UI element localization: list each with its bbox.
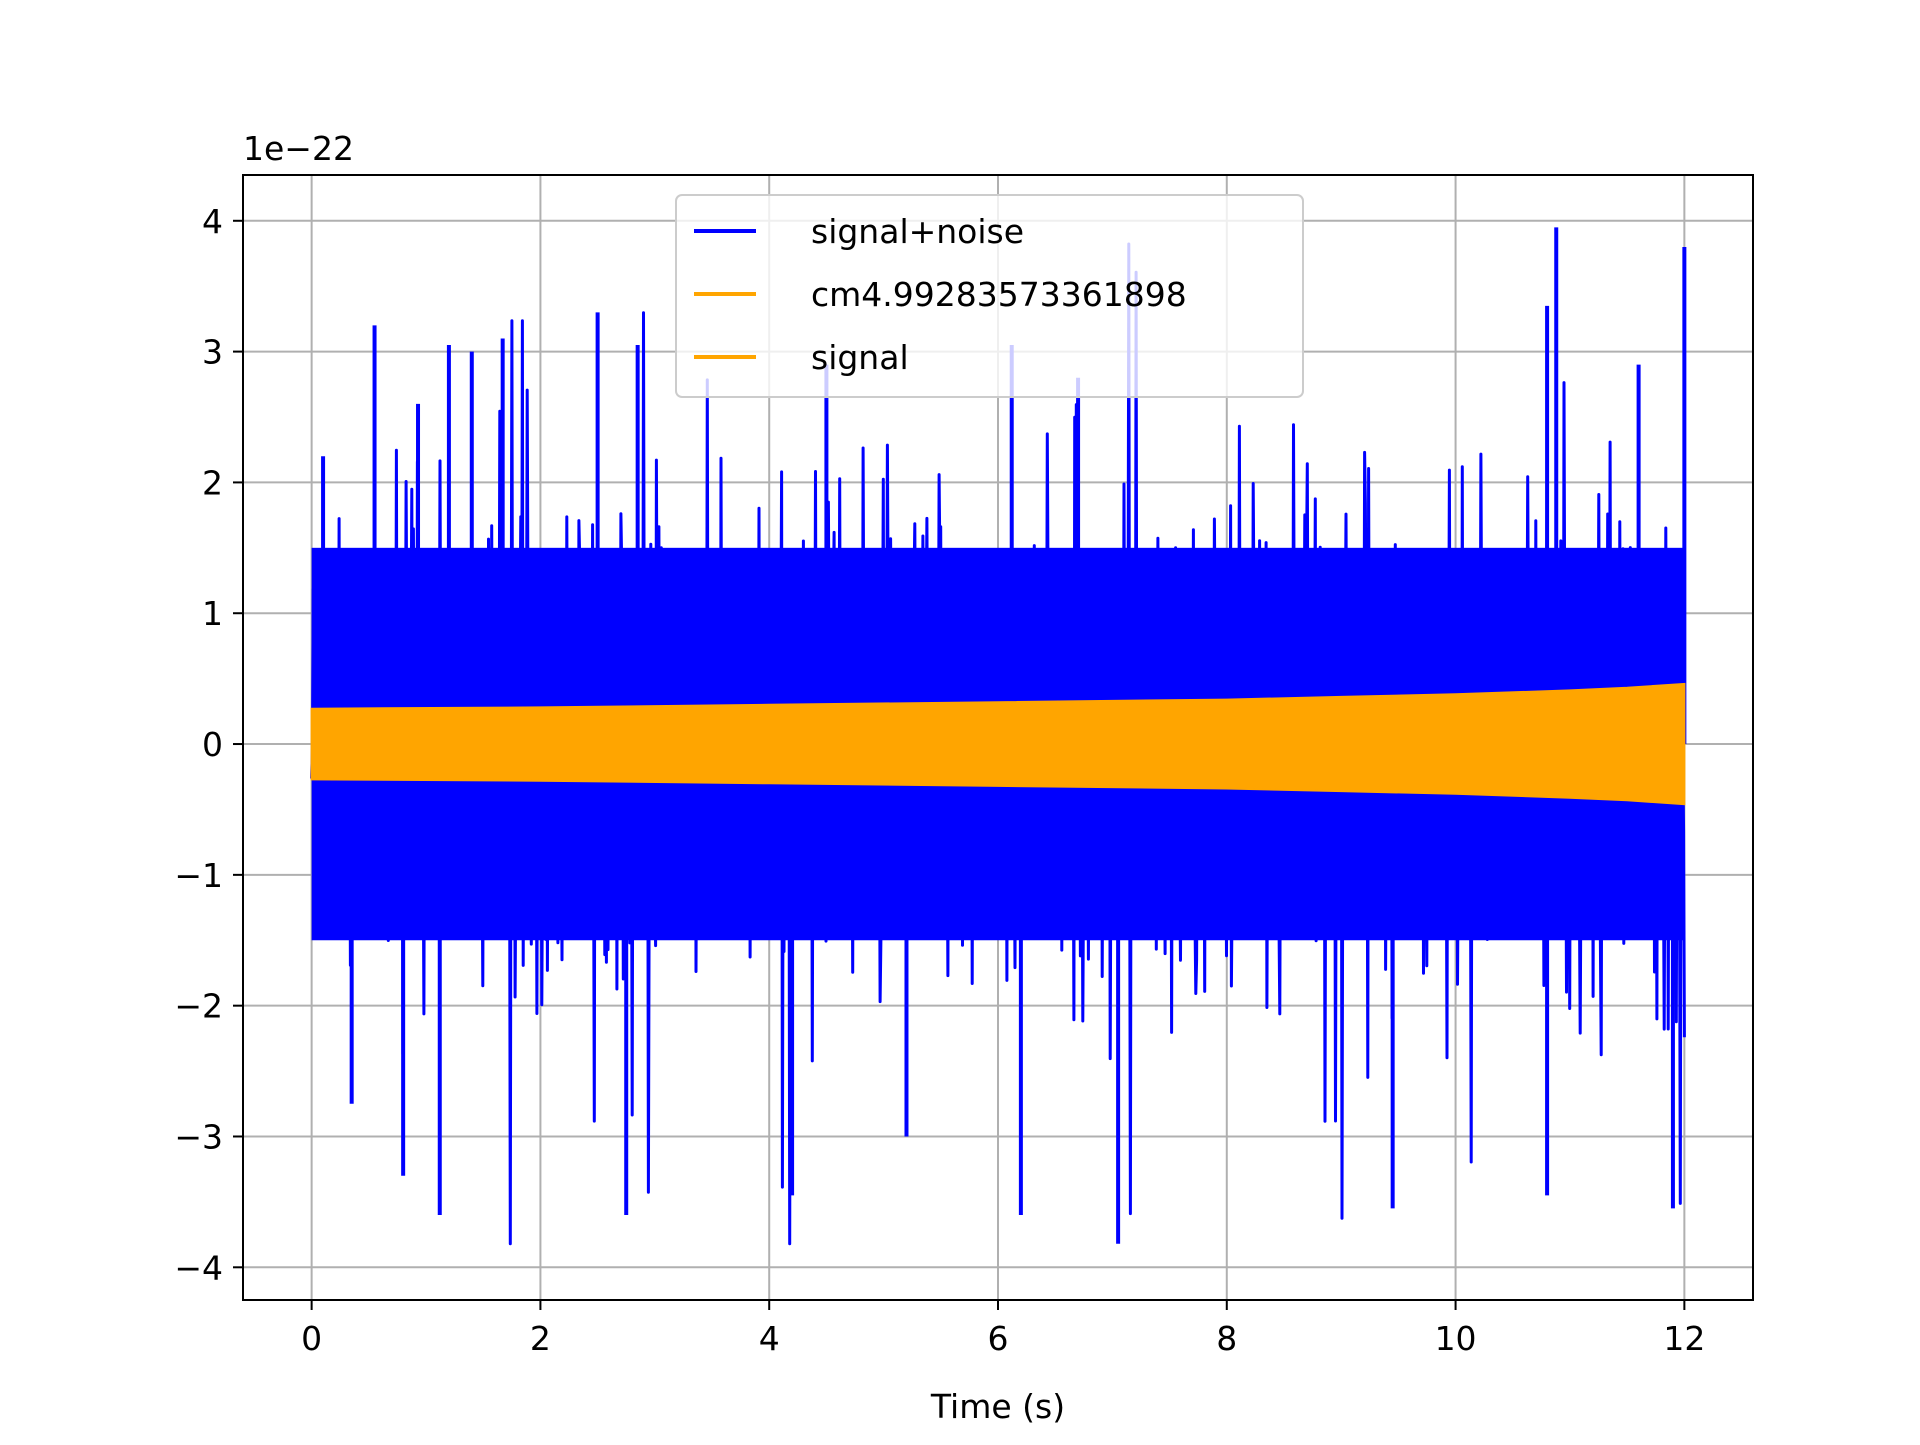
legend-box bbox=[675, 194, 1304, 398]
legend-label: signal bbox=[811, 338, 909, 377]
legend-label: cm4.99283573361898 bbox=[811, 275, 1187, 314]
y-offset-label: 1e−22 bbox=[243, 129, 354, 168]
series-signal-envelope bbox=[310, 682, 1686, 806]
y-tick-label: 2 bbox=[202, 463, 223, 502]
y-tick-label: 1 bbox=[202, 594, 223, 633]
y-tick-label: −3 bbox=[174, 1117, 223, 1156]
x-tick-label: 0 bbox=[301, 1319, 322, 1358]
legend-label: signal+noise bbox=[811, 212, 1024, 251]
x-tick-label: 12 bbox=[1663, 1319, 1705, 1358]
y-tick-label: 4 bbox=[202, 202, 223, 241]
x-axis-label: Time (s) bbox=[930, 1387, 1065, 1426]
y-tick-label: −4 bbox=[174, 1248, 223, 1287]
x-tick-label: 8 bbox=[1216, 1319, 1237, 1358]
x-tick-label: 6 bbox=[988, 1319, 1009, 1358]
x-tick-label: 10 bbox=[1435, 1319, 1477, 1358]
y-tick-label: −1 bbox=[174, 856, 223, 895]
legend: signal+noise cm4.99283573361898 signal bbox=[675, 194, 1304, 398]
plot-data bbox=[310, 227, 1687, 1246]
y-tick-label: 0 bbox=[202, 725, 223, 764]
x-tick-label: 2 bbox=[530, 1319, 551, 1358]
x-tick-label: 4 bbox=[759, 1319, 780, 1358]
y-tick-label: 3 bbox=[202, 333, 223, 372]
y-tick-label: −2 bbox=[174, 987, 223, 1026]
